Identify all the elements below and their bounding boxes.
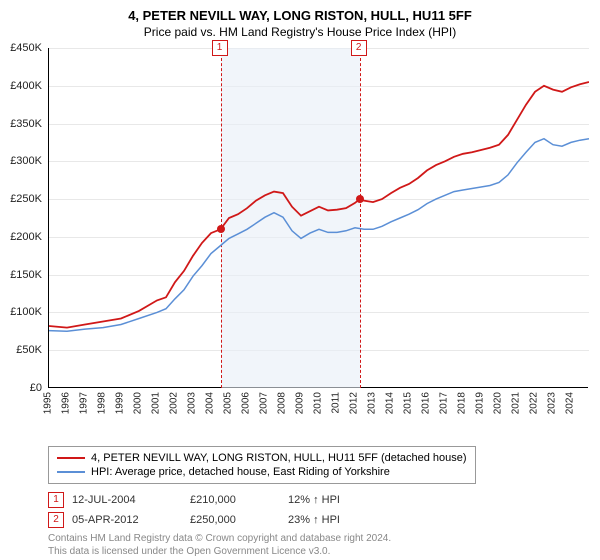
x-tick-label: 2011	[331, 392, 342, 414]
y-tick-label: £150K	[10, 269, 42, 281]
legend-swatch	[57, 457, 85, 459]
legend: 4, PETER NEVILL WAY, LONG RISTON, HULL, …	[48, 446, 476, 484]
x-tick-label: 2014	[385, 392, 396, 414]
y-tick-label: £450K	[10, 42, 42, 54]
plot-box	[48, 48, 588, 388]
event-marker	[217, 225, 225, 233]
event-table-row: 1 12-JUL-2004 £210,000 12% ↑ HPI	[48, 490, 378, 510]
event-pct: 12% ↑ HPI	[288, 494, 378, 506]
attribution-line1: Contains HM Land Registry data © Crown c…	[48, 533, 391, 546]
x-tick-label: 1998	[97, 392, 108, 414]
x-tick-label: 2003	[187, 392, 198, 414]
series-svg	[49, 48, 589, 388]
x-tick-label: 2022	[529, 392, 540, 414]
legend-swatch	[57, 471, 85, 473]
y-tick-label: £250K	[10, 193, 42, 205]
legend-row: 4, PETER NEVILL WAY, LONG RISTON, HULL, …	[57, 451, 467, 465]
x-tick-label: 2013	[367, 392, 378, 414]
attribution: Contains HM Land Registry data © Crown c…	[48, 533, 391, 558]
legend-label: 4, PETER NEVILL WAY, LONG RISTON, HULL, …	[91, 452, 467, 464]
x-tick-label: 2012	[349, 392, 360, 414]
x-tick-label: 2007	[259, 392, 270, 414]
chart-subtitle: Price paid vs. HM Land Registry's House …	[0, 23, 600, 43]
y-tick-label: £200K	[10, 231, 42, 243]
x-tick-label: 2016	[421, 392, 432, 414]
event-label-box: 1	[212, 40, 228, 56]
x-tick-label: 2005	[223, 392, 234, 414]
legend-label: HPI: Average price, detached house, East…	[91, 466, 390, 478]
series-line-property	[49, 82, 589, 328]
x-tick-label: 2017	[439, 392, 450, 414]
event-table: 1 12-JUL-2004 £210,000 12% ↑ HPI 2 05-APR-201…	[48, 490, 378, 530]
y-tick-label: £350K	[10, 118, 42, 130]
chart-plot-area: £0£50K£100K£150K£200K£250K£300K£350K£400…	[48, 48, 588, 408]
x-tick-label: 1996	[61, 392, 72, 414]
x-tick-label: 2002	[169, 392, 180, 414]
event-pct: 23% ↑ HPI	[288, 514, 378, 526]
y-tick-label: £0	[30, 382, 42, 394]
legend-row: HPI: Average price, detached house, East…	[57, 465, 467, 479]
chart-title: 4, PETER NEVILL WAY, LONG RISTON, HULL, …	[0, 0, 600, 23]
y-tick-label: £300K	[10, 155, 42, 167]
x-tick-label: 1997	[79, 392, 90, 414]
x-tick-label: 2010	[313, 392, 324, 414]
event-number-box: 2	[48, 512, 64, 528]
x-tick-label: 2019	[475, 392, 486, 414]
y-tick-label: £400K	[10, 80, 42, 92]
event-price: £250,000	[190, 514, 280, 526]
x-tick-label: 2000	[133, 392, 144, 414]
x-tick-label: 2021	[511, 392, 522, 414]
x-tick-label: 2018	[457, 392, 468, 414]
event-table-row: 2 05-APR-2012 £250,000 23% ↑ HPI	[48, 510, 378, 530]
chart-container: 4, PETER NEVILL WAY, LONG RISTON, HULL, …	[0, 0, 600, 560]
event-marker	[356, 195, 364, 203]
event-price: £210,000	[190, 494, 280, 506]
x-tick-label: 1999	[115, 392, 126, 414]
x-tick-label: 2020	[493, 392, 504, 414]
attribution-line2: This data is licensed under the Open Gov…	[48, 546, 391, 559]
x-tick-label: 2009	[295, 392, 306, 414]
x-tick-label: 2001	[151, 392, 162, 414]
x-tick-label: 1995	[43, 392, 54, 414]
y-tick-label: £100K	[10, 306, 42, 318]
event-date: 12-JUL-2004	[72, 494, 182, 506]
x-tick-label: 2015	[403, 392, 414, 414]
series-line-hpi	[49, 139, 589, 332]
x-tick-label: 2024	[565, 392, 576, 414]
event-number-box: 1	[48, 492, 64, 508]
x-tick-label: 2004	[205, 392, 216, 414]
x-tick-label: 2008	[277, 392, 288, 414]
x-tick-label: 2006	[241, 392, 252, 414]
event-date: 05-APR-2012	[72, 514, 182, 526]
event-label-box: 2	[351, 40, 367, 56]
x-tick-label: 2023	[547, 392, 558, 414]
y-tick-label: £50K	[16, 344, 42, 356]
